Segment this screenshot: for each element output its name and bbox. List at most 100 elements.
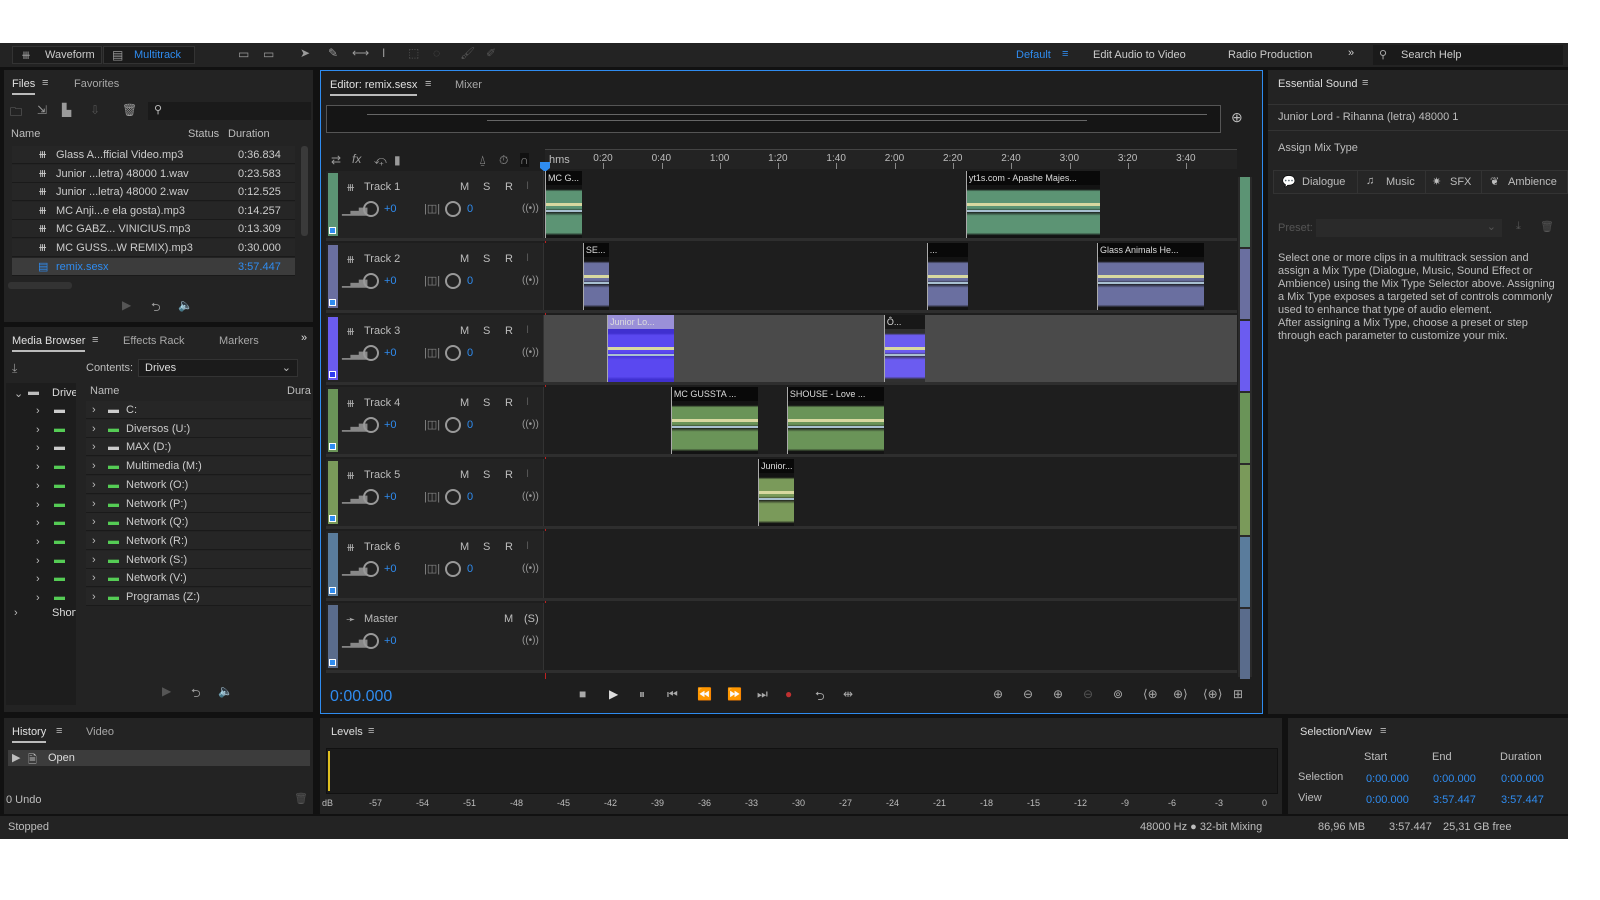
chevron-right-icon[interactable]: › [92, 441, 96, 454]
view-start[interactable]: 0:00.000 [1366, 794, 1409, 806]
volume-knob[interactable] [363, 273, 379, 289]
monitor-input-icon[interactable]: I [526, 396, 530, 408]
file-row[interactable]: ▤ remix.sesx 3:57.447 [12, 257, 295, 276]
file-row[interactable]: ⧻ Glass A...fficial Video.mp3 0:36.834 [12, 146, 295, 164]
clip-volume-line[interactable] [608, 347, 675, 351]
current-time[interactable]: 0:00.000 [330, 688, 393, 705]
chevron-right-icon[interactable]: › [92, 572, 96, 585]
column-name[interactable]: Name [90, 385, 120, 397]
tab-favorites[interactable]: Favorites [74, 78, 120, 90]
track-color-bar[interactable] [328, 317, 338, 380]
solo-button[interactable]: S [483, 253, 491, 265]
spectral-pitch-icon[interactable]: ▭ [263, 47, 275, 61]
solo-button[interactable]: S [483, 397, 491, 409]
column-duration[interactable]: Duration [228, 128, 270, 140]
chevron-right-icon[interactable]: › [92, 534, 96, 547]
clip-pan-line[interactable] [671, 425, 759, 428]
panel-menu-icon[interactable]: ≡ [42, 77, 49, 89]
audio-clip[interactable]: MC G... [545, 171, 582, 238]
chevron-right-icon[interactable]: › [36, 535, 40, 548]
track-row[interactable]: ⧻ Track 4 M S R I ▁▃▅ +0 |◫| 0 ((•)) MC GUSSTA ... S… [326, 387, 1237, 457]
clip-pan-line[interactable] [1097, 281, 1204, 284]
fast-forward-icon[interactable]: ⏩ [727, 687, 742, 701]
tab-effects-rack[interactable]: Effects Rack [123, 335, 185, 347]
loop-icon[interactable]: ⮌ [151, 300, 161, 314]
selection-duration[interactable]: 0:00.000 [1501, 773, 1544, 785]
spectral-frequency-icon[interactable]: ▭ [238, 47, 250, 61]
solo-button[interactable]: S [483, 541, 491, 553]
solo-button[interactable]: S [483, 325, 491, 337]
column-status[interactable]: Status [188, 128, 220, 140]
drive-row[interactable]: › ▬ C: [86, 401, 311, 419]
sends-icon[interactable]: ⤽ [374, 153, 387, 167]
clip-pan-line[interactable] [583, 281, 610, 284]
workspace-default[interactable]: Default [1016, 49, 1051, 61]
loop-playback-icon[interactable]: ⮌ [815, 689, 825, 703]
clip-volume-line[interactable] [1097, 275, 1204, 279]
track-header[interactable]: ➛ Master M (S) ▁▃▅ +0 ((•)) [326, 603, 544, 670]
eq-icon[interactable]: ▮ [394, 153, 401, 167]
output-icon[interactable]: ((•)) [522, 275, 539, 286]
zoom-in-at-start-icon[interactable]: ⟨⊕ [1143, 687, 1158, 701]
track-header[interactable]: ⧻ Track 2 M S R I ▁▃▅ +0 |◫| 0 ((•)) [326, 243, 544, 310]
sfx-button[interactable]: ✷ SFX [1426, 171, 1482, 193]
clip-volume-line[interactable] [583, 275, 610, 279]
playhead-handle[interactable] [540, 162, 550, 172]
monitor-input-icon[interactable]: I [526, 180, 530, 192]
track-color-bar[interactable] [328, 533, 338, 596]
audio-clip[interactable]: SE... [582, 243, 610, 310]
view-end[interactable]: 3:57.447 [1433, 794, 1476, 806]
chevron-right-icon[interactable]: › [36, 498, 40, 511]
clip-pan-line[interactable] [546, 209, 582, 212]
workspace-edit-audio-to-video[interactable]: Edit Audio to Video [1093, 49, 1186, 61]
zoom-out-amplitude-icon[interactable]: ⊖ [1023, 687, 1034, 701]
chevron-right-icon[interactable]: › [36, 554, 40, 567]
metronome-icon[interactable]: ⍙ [479, 153, 487, 167]
track-row[interactable]: ⧻ Track 1 M S R I ▁▃▅ +0 |◫| 0 ((•)) MC G... yt1s.co… [326, 171, 1237, 241]
panel-menu-icon[interactable]: ≡ [56, 725, 63, 737]
chevron-right-icon[interactable]: › [36, 405, 40, 417]
track-row[interactable]: ⧻ Track 2 M S R I ▁▃▅ +0 |◫| 0 ((•)) SE...... Glass … [326, 243, 1237, 313]
solo-button[interactable]: S [483, 181, 491, 193]
monitor-input-icon[interactable]: I [526, 324, 530, 336]
chevron-right-icon[interactable]: › [92, 553, 96, 566]
track-name[interactable]: Track 5 [364, 469, 401, 481]
chevron-right-icon[interactable]: › [36, 573, 40, 586]
pan-knob[interactable] [445, 489, 461, 505]
pan-knob[interactable] [445, 273, 461, 289]
audio-clip[interactable]: ... [926, 243, 968, 310]
panel-menu-icon[interactable]: ≡ [1362, 77, 1369, 89]
panel-menu-icon[interactable]: ≡ [92, 334, 99, 346]
volume-value[interactable]: +0 [384, 635, 397, 647]
track-select-box[interactable] [329, 515, 336, 522]
volume-knob[interactable] [363, 417, 379, 433]
preset-dropdown[interactable]: ⌄ [1316, 219, 1502, 237]
new-file-icon[interactable]: ▙ [62, 103, 72, 117]
track-header[interactable]: ⧻ Track 1 M S R I ▁▃▅ +0 |◫| 0 ((•)) [326, 171, 544, 238]
zoom-selection-icon[interactable]: ⟨⊕⟩ [1203, 687, 1223, 701]
chevron-right-icon[interactable]: › [92, 478, 96, 491]
time-selection-tool-icon[interactable]: I [382, 46, 386, 60]
chevron-right-icon[interactable]: › [92, 422, 96, 435]
track-name[interactable]: Track 4 [364, 397, 401, 409]
audio-clip[interactable]: MC GUSSTA ... [670, 387, 759, 454]
history-item[interactable]: ▶ 🗎 Open [8, 750, 310, 766]
output-icon[interactable]: ((•)) [522, 563, 539, 574]
selection-start[interactable]: 0:00.000 [1366, 773, 1409, 785]
drive-row[interactable]: › ▬ Network (V:) [86, 569, 311, 588]
move-tool-icon[interactable]: ➤ [300, 46, 311, 60]
record-arm-button[interactable]: R [505, 253, 513, 265]
multitrack-button[interactable]: ▤ Multitrack [103, 46, 195, 64]
track-row[interactable]: ➛ Master M (S) ▁▃▅ +0 ((•)) [326, 603, 1237, 673]
zoom-in-at-end-icon[interactable]: ⊕⟩ [1173, 687, 1188, 701]
pan-value[interactable]: 0 [467, 347, 474, 359]
pan-value[interactable]: 0 [467, 563, 474, 575]
clip-volume-line[interactable] [759, 491, 794, 495]
workspace-menu-icon[interactable]: ≡ [1062, 48, 1069, 60]
import-icon[interactable]: ⤓ [12, 361, 18, 375]
chevron-down-icon[interactable]: ⌄ [14, 388, 24, 400]
file-row[interactable]: ⧻ MC GABZ... VINICIUS.mp3 0:13.309 [12, 220, 295, 239]
audio-clip[interactable]: SHOUSE - Love ... [786, 387, 884, 454]
chevron-right-icon[interactable]: › [36, 592, 40, 604]
time-ruler[interactable]: hms 0:20 0:40 1:00 1:20 1:40 2:00 2:20 2:40 3:00… [545, 149, 1237, 169]
